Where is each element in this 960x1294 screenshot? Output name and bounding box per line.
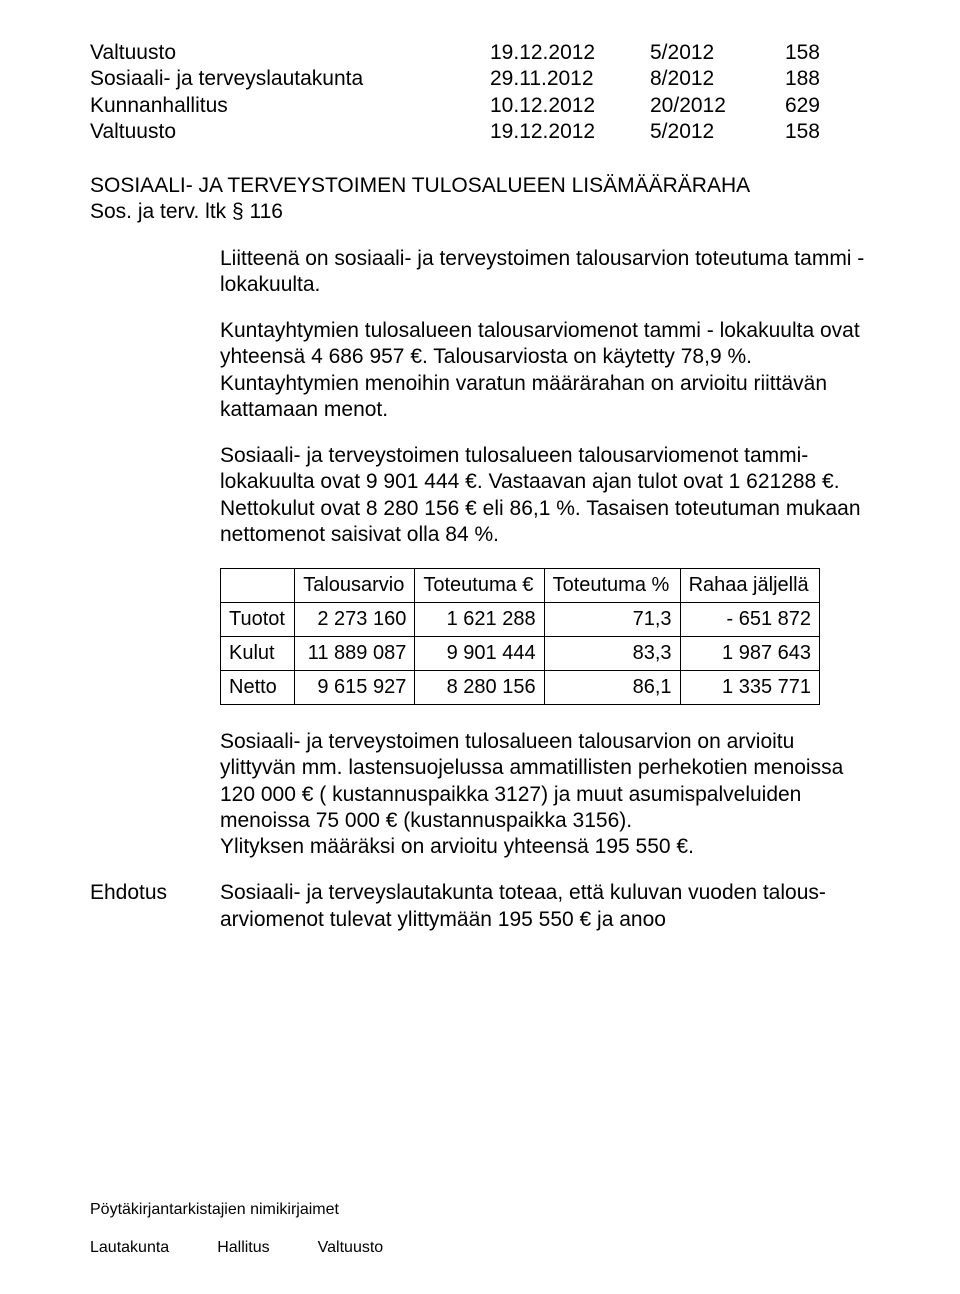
- section-title: SOSIAALI- JA TERVEYSTOIMEN TULOSALUEEN L…: [90, 173, 870, 226]
- para-intro: Liitteenä on sosiaali- ja terveystoimen …: [220, 246, 870, 299]
- para2-text: Kuntayhtymien tulosalueen talousarviomen…: [220, 319, 860, 368]
- heading-num: 158: [760, 119, 820, 145]
- footer-col: Hallitus: [217, 1238, 269, 1258]
- cell-label: Netto: [221, 671, 295, 705]
- cell-label: Tuotot: [221, 603, 295, 637]
- cell-value: 11 889 087: [295, 637, 415, 671]
- heading-row: Valtuusto 19.12.2012 5/2012 158: [90, 119, 870, 145]
- heading-ref: 20/2012: [650, 93, 760, 119]
- heading-left: Sosiaali- ja terveyslautakunta: [90, 66, 490, 92]
- heading-ref: 5/2012: [650, 119, 760, 145]
- cell-value: 1 335 771: [680, 671, 819, 705]
- heading-row: Kunnanhallitus 10.12.2012 20/2012 629: [90, 93, 870, 119]
- heading-num: 188: [760, 66, 820, 92]
- para-kuntayhtymien: Kuntayhtymien tulosalueen talousarviomen…: [220, 318, 870, 423]
- ehdotus-text: Sosiaali- ja terveyslautakunta toteaa, e…: [220, 880, 870, 933]
- th-talousarvio: Talousarvio: [295, 569, 415, 603]
- ehdotus-label: Ehdotus: [90, 880, 220, 933]
- cell-value: - 651 872: [680, 603, 819, 637]
- footer-line1: Pöytäkirjantarkistajien nimikirjaimet: [90, 1200, 383, 1220]
- cell-value: 8 280 156: [415, 671, 544, 705]
- para4b-text: Ylityksen määräksi on arvioitu yhteensä …: [220, 835, 694, 858]
- page: Valtuusto 19.12.2012 5/2012 158 Sosiaali…: [0, 0, 960, 1294]
- heading-row: Valtuusto 19.12.2012 5/2012 158: [90, 40, 870, 66]
- table-header-row: Talousarvio Toteutuma € Toteutuma % Raha…: [221, 569, 820, 603]
- cell-value: 86,1: [544, 671, 680, 705]
- ehdotus-row: Ehdotus Sosiaali- ja terveyslautakunta t…: [90, 880, 870, 933]
- footer-line2: Lautakunta Hallitus Valtuusto: [90, 1238, 383, 1258]
- table-row: Tuotot 2 273 160 1 621 288 71,3 - 651 87…: [221, 603, 820, 637]
- heading-num: 629: [760, 93, 820, 119]
- cell-label: Kulut: [221, 637, 295, 671]
- heading-num: 158: [760, 40, 820, 66]
- para2b-text: Kuntayhtymien menoihin varatun määräraha…: [220, 372, 827, 421]
- table-row: Netto 9 615 927 8 280 156 86,1 1 335 771: [221, 671, 820, 705]
- heading-row: Sosiaali- ja terveyslautakunta 29.11.201…: [90, 66, 870, 92]
- cell-value: 2 273 160: [295, 603, 415, 637]
- heading-rows: Valtuusto 19.12.2012 5/2012 158 Sosiaali…: [90, 40, 870, 145]
- heading-date: 19.12.2012: [490, 40, 650, 66]
- th-blank: [221, 569, 295, 603]
- cell-value: 9 615 927: [295, 671, 415, 705]
- budget-table: Talousarvio Toteutuma € Toteutuma % Raha…: [220, 568, 820, 705]
- table-row: Kulut 11 889 087 9 901 444 83,3 1 987 64…: [221, 637, 820, 671]
- heading-date: 29.11.2012: [490, 66, 650, 92]
- section-title-line2: Sos. ja terv. ltk § 116: [90, 199, 870, 225]
- footer-col: Lautakunta: [90, 1238, 169, 1258]
- heading-left: Valtuusto: [90, 119, 490, 145]
- heading-left: Valtuusto: [90, 40, 490, 66]
- cell-value: 1 987 643: [680, 637, 819, 671]
- para-ylitys: Sosiaali- ja terveystoimen tulosalueen t…: [220, 729, 870, 860]
- cell-value: 83,3: [544, 637, 680, 671]
- section-title-line1: SOSIAALI- JA TERVEYSTOIMEN TULOSALUEEN L…: [90, 173, 870, 199]
- cell-value: 1 621 288: [415, 603, 544, 637]
- th-toteutuma-pct: Toteutuma %: [544, 569, 680, 603]
- para4-text: Sosiaali- ja terveystoimen tulosalueen t…: [220, 730, 843, 832]
- cell-value: 71,3: [544, 603, 680, 637]
- heading-date: 19.12.2012: [490, 119, 650, 145]
- body-indent: Liitteenä on sosiaali- ja terveystoimen …: [220, 246, 870, 861]
- heading-date: 10.12.2012: [490, 93, 650, 119]
- th-rahaa: Rahaa jäljellä: [680, 569, 819, 603]
- heading-left: Kunnanhallitus: [90, 93, 490, 119]
- footer-col: Valtuusto: [318, 1238, 384, 1258]
- cell-value: 9 901 444: [415, 637, 544, 671]
- heading-ref: 8/2012: [650, 66, 760, 92]
- th-toteutuma-eur: Toteutuma €: [415, 569, 544, 603]
- para-sosiaali: Sosiaali- ja terveystoimen tulosalueen t…: [220, 443, 870, 548]
- page-footer: Pöytäkirjantarkistajien nimikirjaimet La…: [90, 1200, 383, 1258]
- heading-ref: 5/2012: [650, 40, 760, 66]
